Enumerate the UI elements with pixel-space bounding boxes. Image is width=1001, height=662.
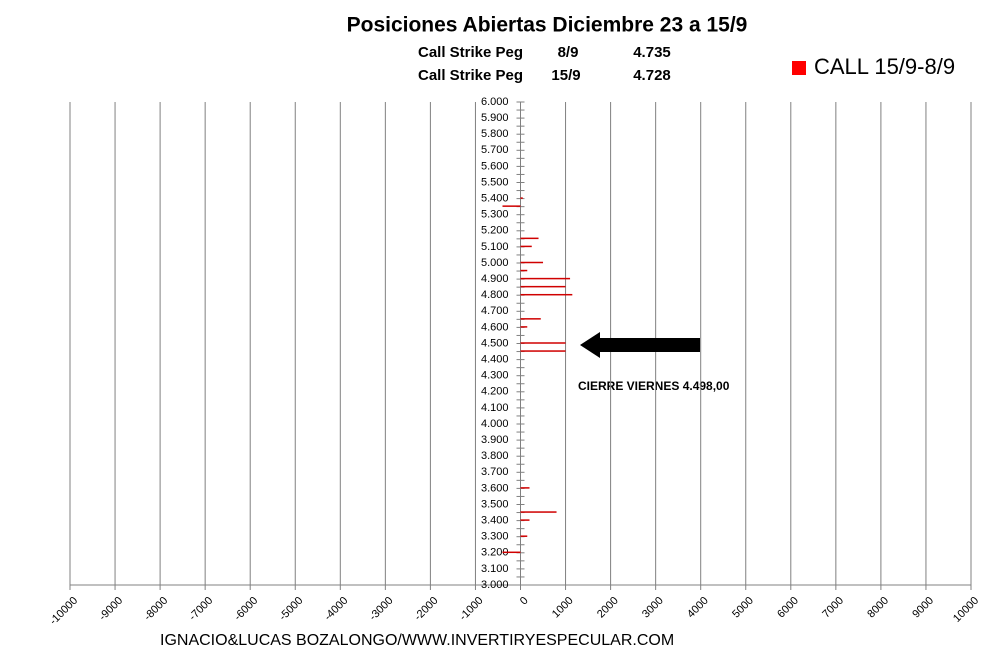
bar: [520, 342, 566, 344]
y-tick-label: 4.300: [481, 370, 509, 382]
y-tick-label: 6.000: [481, 96, 509, 108]
subtitle: Call Strike Peg: [418, 67, 523, 84]
y-tick-label: 3.800: [481, 450, 509, 462]
y-tick-label: 3.000: [481, 579, 509, 591]
y-tick-label: 5.300: [481, 209, 509, 221]
bar: [520, 261, 544, 264]
chart-title: Posiciones Abiertas Diciembre 23 a 15/9: [347, 14, 748, 37]
y-tick-label: 3.900: [481, 434, 509, 446]
y-tick-label: 3.700: [481, 466, 509, 478]
bar: [520, 237, 539, 240]
arrow-head: [580, 332, 600, 358]
bar: [520, 318, 541, 320]
y-tick-label: 3.600: [481, 482, 509, 494]
y-tick-label: 3.400: [481, 515, 509, 527]
annotation: CIERRE VIERNES 4.498,00: [578, 379, 730, 393]
subtitle: 15/9: [551, 67, 580, 84]
bar: [502, 551, 521, 554]
y-tick-label: 5.900: [481, 112, 509, 124]
arrow-shaft: [596, 338, 700, 352]
y-tick-label: 5.100: [481, 241, 509, 253]
footer: IGNACIO&LUCAS BOZALONGO/WWW.INVERTIRYESP…: [160, 632, 674, 649]
bar: [520, 285, 566, 288]
y-tick-label: 5.700: [481, 144, 509, 156]
y-tick-label: 4.800: [481, 289, 509, 301]
y-tick-label: 5.400: [481, 193, 509, 205]
bar: [520, 487, 530, 489]
y-tick-label: 5.200: [481, 225, 509, 237]
y-tick-label: 4.200: [481, 386, 509, 398]
bar: [520, 511, 557, 513]
y-tick-label: 4.700: [481, 305, 509, 317]
bar: [502, 205, 521, 207]
y-tick-label: 5.800: [481, 128, 509, 140]
y-tick-label: 5.000: [481, 257, 509, 269]
bar: [520, 326, 528, 328]
y-tick-label: 4.900: [481, 273, 509, 285]
y-tick-label: 5.500: [481, 176, 509, 188]
y-tick-label: 3.500: [481, 498, 509, 510]
bar: [520, 535, 528, 537]
bar: [520, 519, 530, 521]
subtitle: 4.735: [633, 44, 671, 61]
y-tick-label: 5.600: [481, 160, 509, 172]
y-tick-label: 3.300: [481, 531, 509, 543]
bar: [520, 350, 566, 352]
bar: [520, 293, 573, 296]
legend-label: CALL 15/9-8/9: [814, 54, 955, 79]
y-tick-label: 4.500: [481, 337, 509, 349]
subtitle: 8/9: [558, 44, 579, 61]
y-tick-label: 4.600: [481, 321, 509, 333]
arrow: [580, 332, 700, 358]
bar: [520, 197, 523, 199]
bar: [520, 269, 528, 272]
bar: [520, 245, 532, 248]
y-tick-label: 3.100: [481, 563, 509, 575]
y-tick-label: 4.000: [481, 418, 509, 430]
y-tick-label: 3.200: [481, 547, 509, 559]
y-tick-label: 4.400: [481, 354, 509, 366]
subtitle: Call Strike Peg: [418, 44, 523, 61]
bar: [520, 277, 571, 280]
subtitle: 4.728: [633, 67, 671, 84]
y-tick-label: 4.100: [481, 402, 509, 414]
legend-swatch: [792, 61, 806, 75]
